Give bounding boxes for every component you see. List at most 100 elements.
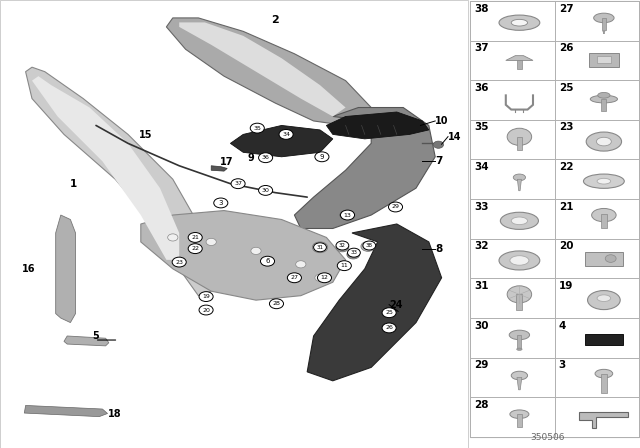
Text: 28: 28	[273, 301, 280, 306]
Text: 34: 34	[474, 162, 489, 172]
Text: 29: 29	[392, 204, 399, 210]
Text: 21: 21	[191, 235, 199, 240]
Ellipse shape	[511, 19, 527, 26]
Circle shape	[231, 179, 245, 189]
Bar	[470, 278, 555, 318]
Polygon shape	[32, 76, 179, 260]
Circle shape	[317, 273, 332, 283]
Text: 31: 31	[474, 281, 489, 291]
Ellipse shape	[499, 15, 540, 30]
Text: 14: 14	[448, 132, 461, 142]
Circle shape	[507, 128, 532, 146]
Bar	[470, 1, 639, 437]
Bar	[555, 120, 639, 159]
Circle shape	[199, 305, 213, 315]
Text: 23: 23	[559, 122, 573, 133]
Text: 26: 26	[559, 43, 573, 53]
Text: 3: 3	[559, 360, 566, 370]
Polygon shape	[579, 412, 628, 428]
Polygon shape	[56, 215, 76, 323]
Circle shape	[382, 308, 396, 318]
Bar	[516, 414, 522, 426]
Text: 30: 30	[262, 188, 269, 193]
Text: 20: 20	[559, 241, 573, 251]
Text: 21: 21	[559, 202, 573, 212]
Bar	[555, 397, 639, 437]
Bar	[555, 80, 639, 120]
Bar	[585, 335, 623, 345]
Bar	[555, 1, 639, 40]
Ellipse shape	[513, 174, 525, 181]
Bar	[517, 60, 522, 69]
Circle shape	[312, 242, 328, 253]
Ellipse shape	[588, 291, 620, 310]
Text: 3: 3	[218, 200, 223, 206]
Bar	[589, 53, 619, 67]
Text: 15: 15	[139, 130, 153, 140]
Text: 7: 7	[435, 156, 443, 166]
Bar	[516, 137, 522, 150]
Circle shape	[347, 250, 360, 259]
Text: 20: 20	[202, 307, 210, 313]
Text: 35: 35	[253, 125, 261, 131]
Text: 27: 27	[291, 275, 298, 280]
Circle shape	[388, 202, 403, 212]
Bar	[470, 318, 555, 358]
Text: 22: 22	[559, 162, 573, 172]
Polygon shape	[517, 377, 522, 390]
Circle shape	[259, 153, 273, 163]
Text: 32: 32	[339, 243, 346, 248]
Text: 9: 9	[248, 153, 255, 163]
Circle shape	[296, 261, 306, 268]
Circle shape	[348, 248, 360, 257]
Text: 26: 26	[385, 325, 393, 331]
Circle shape	[363, 241, 376, 250]
Bar	[470, 40, 555, 80]
Text: 27: 27	[559, 4, 573, 13]
Text: 36: 36	[262, 155, 269, 160]
Text: 33: 33	[351, 250, 357, 255]
Text: 12: 12	[321, 275, 328, 280]
Bar	[470, 120, 555, 159]
Bar	[597, 56, 611, 63]
Text: 17: 17	[220, 157, 234, 167]
Ellipse shape	[586, 132, 621, 151]
Bar	[470, 159, 555, 199]
Bar	[555, 318, 639, 358]
Polygon shape	[166, 18, 371, 125]
Bar	[555, 40, 639, 80]
Text: 10: 10	[435, 116, 449, 126]
Circle shape	[337, 261, 351, 271]
Bar	[585, 252, 623, 266]
Text: 13: 13	[344, 212, 351, 218]
Text: 25: 25	[385, 310, 393, 315]
Text: 30: 30	[474, 321, 489, 331]
Circle shape	[287, 273, 301, 283]
Ellipse shape	[510, 410, 529, 418]
Bar	[470, 239, 555, 278]
Bar	[555, 199, 639, 239]
Bar	[555, 159, 639, 199]
Circle shape	[382, 323, 396, 333]
Circle shape	[336, 243, 349, 252]
Ellipse shape	[499, 251, 540, 270]
Ellipse shape	[598, 92, 610, 98]
Circle shape	[361, 241, 375, 251]
FancyArrowPatch shape	[603, 31, 605, 33]
Ellipse shape	[516, 348, 522, 350]
Ellipse shape	[500, 212, 538, 229]
Ellipse shape	[596, 137, 611, 146]
Circle shape	[172, 257, 186, 267]
Circle shape	[340, 211, 351, 219]
Text: 9: 9	[319, 154, 324, 160]
Ellipse shape	[584, 174, 624, 188]
Circle shape	[188, 233, 202, 242]
Polygon shape	[517, 179, 522, 191]
Bar	[555, 239, 639, 278]
Bar	[555, 358, 639, 397]
Circle shape	[605, 255, 616, 263]
Polygon shape	[64, 336, 109, 346]
Polygon shape	[26, 67, 211, 296]
Bar	[470, 80, 555, 120]
Circle shape	[188, 244, 202, 254]
